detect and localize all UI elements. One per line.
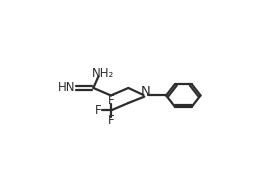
Text: F: F bbox=[108, 114, 114, 127]
Text: HN: HN bbox=[58, 82, 76, 94]
Text: F: F bbox=[108, 94, 114, 107]
Text: F: F bbox=[94, 104, 101, 117]
Text: NH₂: NH₂ bbox=[92, 67, 115, 80]
Text: N: N bbox=[141, 85, 151, 98]
